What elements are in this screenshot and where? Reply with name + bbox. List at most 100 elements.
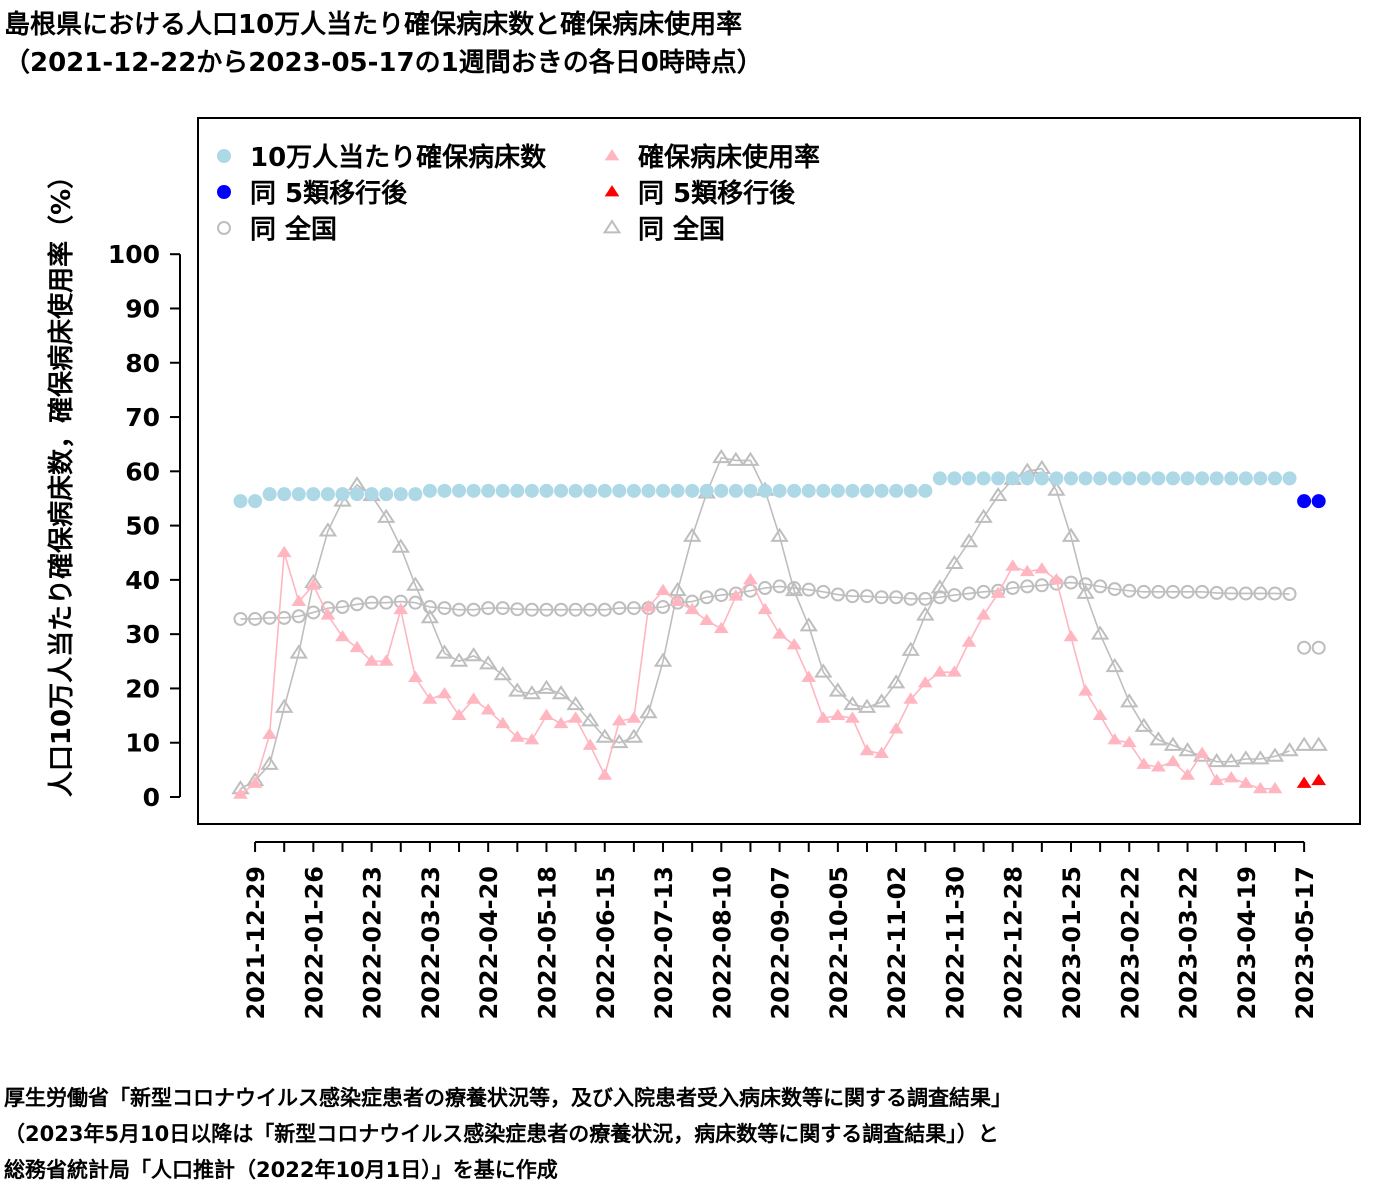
y-tick-label: 40 <box>125 566 160 595</box>
data-point <box>1209 471 1224 486</box>
legend-marker <box>604 149 620 161</box>
data-point <box>787 483 802 498</box>
data-point <box>452 602 467 617</box>
y-tick-label: 70 <box>125 403 160 432</box>
x-tick-label: 2023-05-17 <box>1291 866 1319 1020</box>
x-tick-label: 2022-04-20 <box>475 866 503 1020</box>
data-point <box>961 635 977 647</box>
series-2 <box>1297 494 1326 509</box>
data-point <box>524 733 540 745</box>
data-point <box>449 652 469 667</box>
x-axis: 2021-12-29 2022-01-26 2022-02-23 2022-03-23… <box>242 841 1319 1020</box>
data-point <box>860 589 875 604</box>
data-point <box>597 602 612 617</box>
data-point <box>495 716 511 729</box>
data-point <box>1195 471 1210 486</box>
data-point <box>860 483 875 498</box>
x-tick-label: 2023-04-19 <box>1233 866 1261 1020</box>
data-point <box>1224 586 1239 601</box>
data-point <box>1151 760 1166 772</box>
data-point <box>699 590 714 605</box>
data-point <box>480 703 496 715</box>
data-point <box>684 602 700 615</box>
data-point <box>932 665 948 677</box>
data-point <box>990 586 1006 598</box>
data-point <box>784 581 804 597</box>
data-point <box>962 586 976 601</box>
data-point <box>391 538 410 553</box>
data-point <box>1093 471 1108 486</box>
data-point <box>1238 586 1253 601</box>
data-point <box>626 483 641 498</box>
data-point <box>917 676 933 688</box>
data-point <box>437 686 452 699</box>
data-point <box>626 711 642 723</box>
data-point <box>1092 708 1108 720</box>
series-line <box>240 581 1290 620</box>
data-point <box>1280 742 1299 757</box>
data-point <box>566 695 585 711</box>
data-point <box>451 708 467 720</box>
data-point <box>656 600 671 615</box>
data-point <box>1034 562 1050 574</box>
data-point <box>1195 584 1210 599</box>
data-point <box>612 483 627 498</box>
data-point <box>379 487 394 502</box>
data-point <box>420 609 440 624</box>
data-point <box>291 609 306 624</box>
data-point <box>393 602 409 615</box>
legend-label: 同 全国 <box>250 214 337 245</box>
data-point <box>770 527 789 542</box>
data-point <box>1209 773 1225 786</box>
data-point <box>626 601 641 616</box>
data-point <box>1136 471 1151 486</box>
x-tick-label: 2022-12-28 <box>1000 866 1028 1020</box>
data-point <box>406 576 425 591</box>
data-point <box>479 655 498 670</box>
data-point <box>495 483 510 498</box>
data-point <box>758 581 773 596</box>
x-tick-label: 2022-01-26 <box>300 866 328 1020</box>
data-point <box>699 613 715 625</box>
series-0 <box>233 471 1297 509</box>
data-point <box>1311 640 1326 655</box>
data-point <box>857 698 877 713</box>
data-point <box>1105 657 1124 673</box>
data-point <box>408 595 423 610</box>
data-point <box>551 685 571 700</box>
data-point <box>1032 459 1052 475</box>
data-point <box>580 712 600 727</box>
y-tick-label: 100 <box>108 240 160 269</box>
data-point <box>1238 776 1254 788</box>
data-point <box>874 746 889 758</box>
data-point <box>481 601 496 616</box>
data-point <box>959 533 979 548</box>
data-point <box>379 595 394 610</box>
data-point <box>624 728 644 743</box>
data-point <box>1297 640 1312 655</box>
series-1 <box>233 545 1283 799</box>
data-point <box>612 601 627 616</box>
data-point <box>422 483 437 498</box>
legend-label: 確保病床使用率 <box>638 142 820 173</box>
data-point <box>903 591 918 606</box>
data-point <box>786 638 802 650</box>
data-point <box>233 787 248 799</box>
data-point <box>582 738 598 750</box>
source-note-line2: （2023年5月10日以降は「新型コロナウイルス感染症患者の療養状況，病床数等に… <box>4 1122 999 1146</box>
data-point <box>1180 584 1195 599</box>
data-point <box>291 594 307 607</box>
data-point <box>930 579 950 594</box>
data-point <box>568 602 583 617</box>
data-point <box>830 587 845 602</box>
data-point <box>1194 746 1210 758</box>
data-point <box>318 522 338 537</box>
data-point <box>493 666 512 681</box>
data-point <box>903 692 919 704</box>
data-point <box>1005 471 1020 486</box>
data-point <box>1267 586 1282 601</box>
data-point <box>1297 494 1312 509</box>
data-point <box>1049 572 1064 585</box>
data-point <box>262 727 277 739</box>
y-tick-label: 0 <box>143 783 160 812</box>
